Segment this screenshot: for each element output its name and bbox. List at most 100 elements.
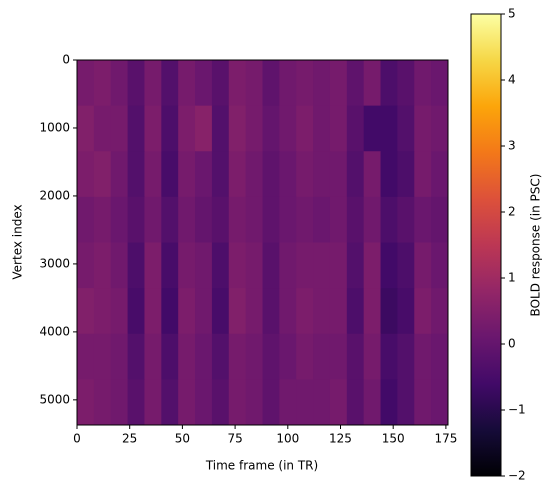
heatmap-cell <box>144 379 162 426</box>
heatmap-cell <box>313 196 331 243</box>
heatmap-cell <box>127 379 145 426</box>
heatmap-cell <box>178 60 196 107</box>
heatmap-cell <box>313 151 331 198</box>
heatmap-cell <box>228 105 247 152</box>
colorbar-tick-label: 1 <box>508 271 516 285</box>
heatmap-cell <box>397 196 415 243</box>
heatmap-cell <box>228 379 247 426</box>
heatmap-cell <box>228 151 247 198</box>
heatmap-cell <box>245 60 263 107</box>
heatmap-cell <box>397 151 415 198</box>
heatmap-cell <box>110 379 129 426</box>
heatmap-cell <box>431 151 449 198</box>
heatmap-cell <box>195 379 213 426</box>
heatmap-cell <box>211 333 230 380</box>
heatmap-cell <box>262 196 280 243</box>
heatmap-cell <box>414 333 432 380</box>
heatmap-cell <box>262 242 280 289</box>
heatmap-cell <box>431 196 449 243</box>
heatmap-cell <box>329 379 348 426</box>
colorbar-tick-label: −2 <box>508 469 526 483</box>
heatmap-cell <box>228 333 247 380</box>
heatmap-cell <box>144 151 162 198</box>
heatmap-cell <box>346 105 365 152</box>
heatmap-cell <box>161 242 179 289</box>
heatmap-cell <box>431 288 449 335</box>
heatmap-cell <box>262 333 280 380</box>
heatmap-cell <box>127 60 145 107</box>
heatmap-cell <box>178 333 196 380</box>
heatmap-cell <box>329 60 348 107</box>
heatmap-cell <box>93 60 112 107</box>
heatmap-cell <box>178 196 196 243</box>
heatmap-cell <box>77 60 95 107</box>
heatmap-cell <box>262 60 280 107</box>
heatmap-cell <box>313 379 331 426</box>
heatmap-cell <box>329 105 348 152</box>
heatmap-cell <box>313 288 331 335</box>
heatmap-cell <box>161 288 179 335</box>
colorbar-tick-label: 2 <box>508 205 516 219</box>
heatmap-cell <box>93 288 112 335</box>
colorbar-label: BOLD response (in PSC) <box>529 174 543 317</box>
heatmap-cell <box>397 105 415 152</box>
heatmap-cell <box>279 288 297 335</box>
heatmap-cell <box>178 288 196 335</box>
heatmap-cell <box>211 242 230 289</box>
heatmap-cell <box>380 242 398 289</box>
heatmap-cell <box>77 151 95 198</box>
heatmap-cell <box>279 242 297 289</box>
heatmap-cell <box>414 242 432 289</box>
plot-frame <box>76 59 449 426</box>
heatmap-cell <box>296 288 314 335</box>
heatmap-cell <box>77 333 95 380</box>
heatmap-cell <box>329 151 348 198</box>
heatmap-cell <box>161 60 179 107</box>
heatmap-cell <box>93 379 112 426</box>
heatmap-cell <box>363 196 382 243</box>
heatmap-cell <box>245 242 263 289</box>
colorbar-tick-label: 0 <box>508 337 516 351</box>
heatmap-cell <box>279 333 297 380</box>
heatmap-cell <box>110 60 129 107</box>
y-tick-label: 3000 <box>39 256 70 270</box>
heatmap-cell <box>431 60 449 107</box>
heatmap-cell <box>346 196 365 243</box>
heatmap-cell <box>77 242 95 289</box>
heatmap-cell <box>346 379 365 426</box>
x-tick-label: 175 <box>434 432 457 446</box>
heatmap-cell <box>363 333 382 380</box>
y-tick-label: 2000 <box>39 188 70 202</box>
heatmap-cell <box>380 60 398 107</box>
heatmap-cell <box>296 105 314 152</box>
heatmap-cell <box>77 105 95 152</box>
heatmap-cell <box>279 60 297 107</box>
heatmap-cell <box>414 60 432 107</box>
heatmap-cell <box>279 105 297 152</box>
heatmap-cell <box>93 151 112 198</box>
x-tick-label: 50 <box>175 432 190 446</box>
heatmap-cell <box>346 151 365 198</box>
heatmap-cell <box>346 242 365 289</box>
heatmap-cell <box>161 196 179 243</box>
heatmap-cell <box>431 333 449 380</box>
heatmap-cell <box>127 333 145 380</box>
heatmap-cell <box>380 196 398 243</box>
heatmap-cell <box>262 379 280 426</box>
x-axis-label: Time frame (in TR) <box>205 459 318 473</box>
heatmap-cell <box>245 151 263 198</box>
heatmap-cell <box>228 196 247 243</box>
heatmap-cell <box>313 333 331 380</box>
heatmap-cell <box>195 105 213 152</box>
colorbar-tick-label: 5 <box>508 7 516 21</box>
heatmap-cell <box>296 379 314 426</box>
heatmap-cell <box>279 151 297 198</box>
heatmap-cell <box>279 379 297 426</box>
x-tick-label: 0 <box>73 432 81 446</box>
heatmap-cell <box>245 333 263 380</box>
colorbar-tick-label: 3 <box>508 139 516 153</box>
heatmap-cell <box>211 105 230 152</box>
x-tick-label: 125 <box>329 432 352 446</box>
heatmap-cell <box>110 196 129 243</box>
